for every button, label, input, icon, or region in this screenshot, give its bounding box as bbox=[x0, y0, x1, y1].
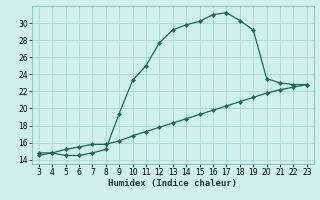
X-axis label: Humidex (Indice chaleur): Humidex (Indice chaleur) bbox=[108, 179, 237, 188]
